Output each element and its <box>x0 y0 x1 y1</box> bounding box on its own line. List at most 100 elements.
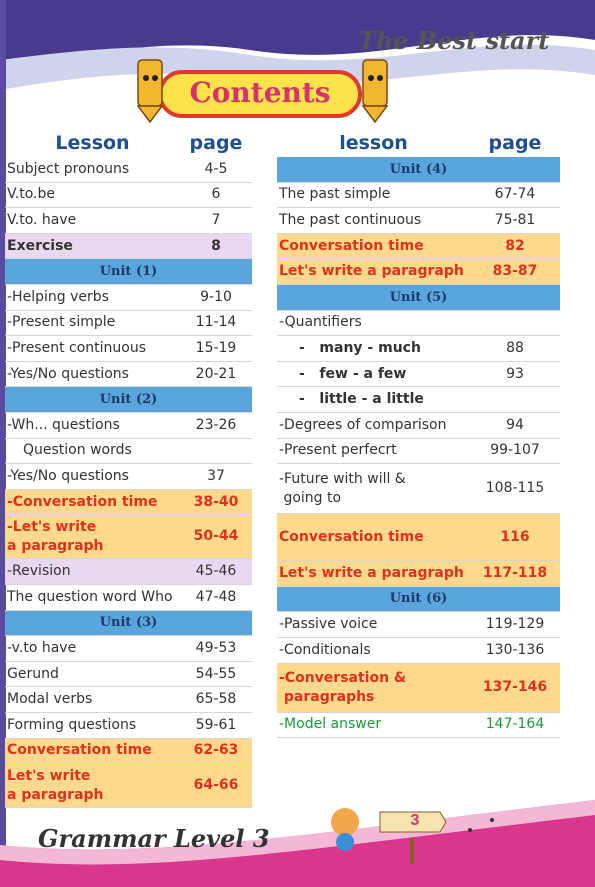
cell-text: 99-107 <box>490 442 540 459</box>
row: Modal verbs 65-58 <box>5 687 252 713</box>
cell-text: Conversation time <box>279 237 424 254</box>
cell-text: 23-26 <box>195 416 237 433</box>
cell-text: Unit (1) <box>99 263 158 279</box>
column-header: lesson <box>339 132 408 155</box>
row: Let's write a paragraph 117-118 <box>277 561 560 587</box>
column-header: page <box>189 132 243 155</box>
cell-text: The question word Who <box>7 588 173 605</box>
cell-text: 88 <box>506 340 524 357</box>
cell-text: 62-63 <box>193 742 239 759</box>
row: -Future with will & going to 108-115 <box>277 464 560 515</box>
left-table: Lesson page Subject pronouns 4-5 V.to.be 6 V.t… <box>5 131 252 811</box>
row: V.to. have 7 <box>5 208 252 234</box>
row: - many - much 88 <box>277 336 560 362</box>
cell-text: 49-53 <box>195 640 237 657</box>
row: Unit (4) <box>277 157 560 183</box>
cell-text: - little - a little <box>299 391 424 408</box>
right-table: lesson page Unit (4) The past simple 67-74 Th… <box>277 131 560 751</box>
cell-text: Conversation time <box>279 528 424 545</box>
cell-text: Question words <box>23 442 132 459</box>
cell-text: 83-87 <box>492 263 538 280</box>
cell-text: 130-136 <box>485 641 545 658</box>
cell-text: 6 <box>211 186 221 203</box>
row: Forming questions 59-61 <box>5 713 252 739</box>
cell-text: Let's write a paragraph <box>7 767 104 803</box>
cell-text: 137-146 <box>482 679 548 696</box>
cell-text: 20-21 <box>195 365 237 382</box>
cell-text: 50-44 <box>193 528 239 545</box>
column-header: Lesson <box>55 132 130 155</box>
cell-text: Subject pronouns <box>7 160 130 177</box>
cell-text: 119-129 <box>485 616 545 633</box>
cell-text: 45-46 <box>195 563 237 580</box>
cell-text: 93 <box>506 365 524 382</box>
cell-text: -Conditionals <box>279 641 371 658</box>
row: Unit (5) <box>277 285 560 311</box>
row: -Present simple 11-14 <box>5 311 252 337</box>
row: Question words <box>5 439 252 465</box>
cell-text: 117-118 <box>482 565 548 582</box>
cell-text: Gerund <box>7 665 59 682</box>
cell-text: Let's write a paragraph <box>279 565 464 582</box>
row: -Wh... questions 23-26 <box>5 413 252 439</box>
row: Exercise 8 <box>5 233 252 260</box>
cell-text: -v.to have <box>7 640 77 657</box>
cell-text: -Future with will & going to <box>279 470 406 506</box>
row: -Conversation time 38-40 <box>5 489 252 516</box>
cell-text: Forming questions <box>7 716 137 733</box>
cell-text: -Let's write a paragraph <box>7 519 104 554</box>
row: -v.to have 49-53 <box>5 636 252 662</box>
row: -Present continuous 15-19 <box>5 336 252 362</box>
row: - few - a few 93 <box>277 362 560 388</box>
cell-text: 116 <box>500 528 530 545</box>
row: Conversation time 116 <box>277 514 560 562</box>
cell-text: - many - much <box>299 340 421 357</box>
cell-text: 94 <box>506 416 524 433</box>
contents-title: Contents <box>189 76 331 109</box>
cell-text: 9-10 <box>200 288 232 305</box>
row: Subject pronouns 4-5 <box>5 157 252 183</box>
book-title: Grammar Level 3 <box>38 824 270 853</box>
cell-text: 65-58 <box>195 691 237 708</box>
cell-text: -Present continuous <box>7 340 147 357</box>
row: Conversation time 62-63 <box>5 738 252 765</box>
cell-text: -Quantifiers <box>279 314 362 331</box>
cell-text: -Conversation time <box>7 493 158 510</box>
cell-text: -Wh... questions <box>7 416 120 433</box>
row: -Quantifiers <box>277 311 560 337</box>
cell-text: 54-55 <box>195 665 237 682</box>
cell-text: Unit (3) <box>99 615 158 631</box>
cell-text: -Conversation & paragraphs <box>279 669 407 705</box>
row: -Yes/No questions 20-21 <box>5 362 252 388</box>
row: Gerund 54-55 <box>5 662 252 688</box>
cell-text: 7 <box>211 212 221 229</box>
cell-text: -Helping verbs <box>7 288 109 305</box>
row: -Conversation & paragraphs 137-146 <box>277 663 560 713</box>
cell-text: 8 <box>211 237 221 254</box>
row: -Conditionals 130-136 <box>277 638 560 664</box>
page-number: 3 <box>410 812 420 829</box>
cell-text: 64-66 <box>193 777 239 794</box>
row: -Model answer 147-164 <box>277 713 560 739</box>
cell-text: Modal verbs <box>7 691 93 708</box>
cell-text: -Passive voice <box>279 616 378 633</box>
cell-text: 15-19 <box>195 340 237 357</box>
cell-text: V.to.be <box>7 186 55 203</box>
cell-text: -Present perfecrt <box>279 442 397 459</box>
row: -Yes/No questions 37 <box>5 464 252 490</box>
cell-text: 82 <box>505 237 525 254</box>
series-title: The Best start <box>358 26 550 55</box>
row: Let's write a paragraph 83-87 <box>277 259 560 285</box>
cell-text: -Degrees of comparison <box>279 416 447 433</box>
cell-text: -Yes/No questions <box>7 468 129 485</box>
cell-text: 38-40 <box>193 493 239 510</box>
cell-text: 147-164 <box>485 716 545 733</box>
row: The question word Who 47-48 <box>5 585 252 611</box>
row: -Helping verbs 9-10 <box>5 285 252 311</box>
cell-text: 47-48 <box>195 588 237 605</box>
column-header: page <box>488 132 542 155</box>
cell-text: 4-5 <box>204 160 228 177</box>
row: -Let's write a paragraph 50-44 <box>5 515 252 560</box>
